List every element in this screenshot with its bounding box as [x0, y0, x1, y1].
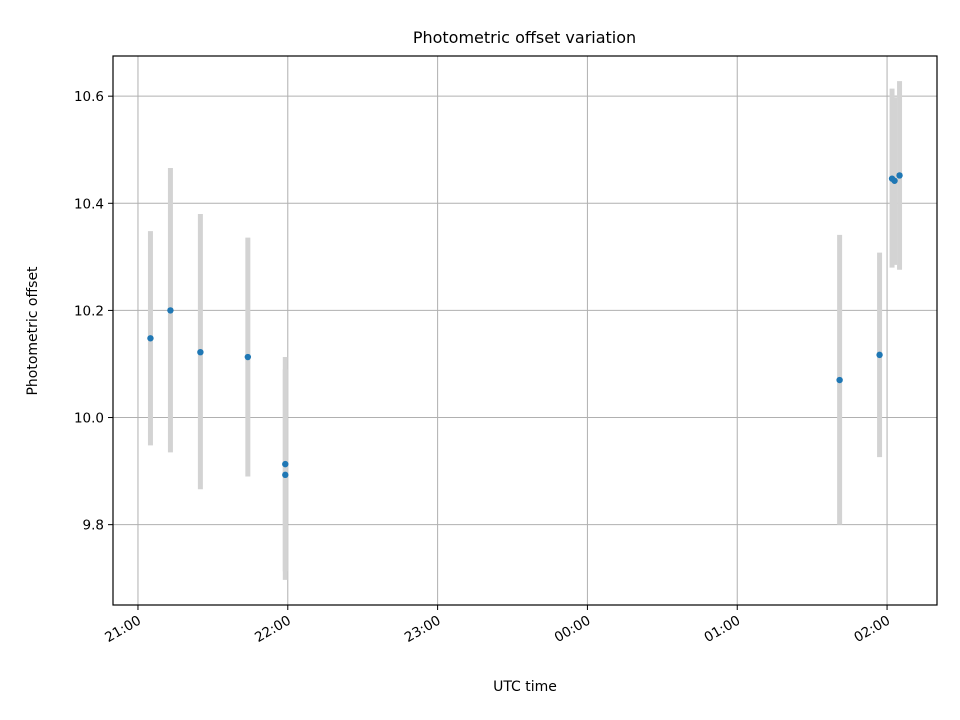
data-point [876, 351, 883, 359]
chart-title: Photometric offset variation [413, 28, 636, 47]
y-tick-label: 10.2 [74, 303, 104, 319]
data-point [896, 172, 903, 179]
data-point [836, 376, 843, 384]
plot-frame [112, 55, 938, 606]
grid [113, 56, 937, 605]
data-point [282, 460, 289, 468]
data-point [244, 353, 252, 361]
data-point [197, 348, 204, 356]
data-point [282, 471, 289, 479]
data-point [167, 307, 174, 314]
y-tick-label: 10.6 [74, 89, 104, 105]
y-tick-label: 10.0 [74, 411, 104, 427]
y-axis-label: Photometric offset [25, 266, 41, 396]
y-tick-label: 10.4 [74, 196, 104, 212]
data-point [891, 177, 898, 184]
data-point [147, 335, 154, 342]
data-points [147, 172, 903, 479]
y-tick-label: 9.8 [83, 518, 104, 534]
x-axis-label: UTC time [493, 679, 557, 695]
y-ticks: 9.8 10.0 10.2 10.4 10.6 [74, 89, 113, 534]
